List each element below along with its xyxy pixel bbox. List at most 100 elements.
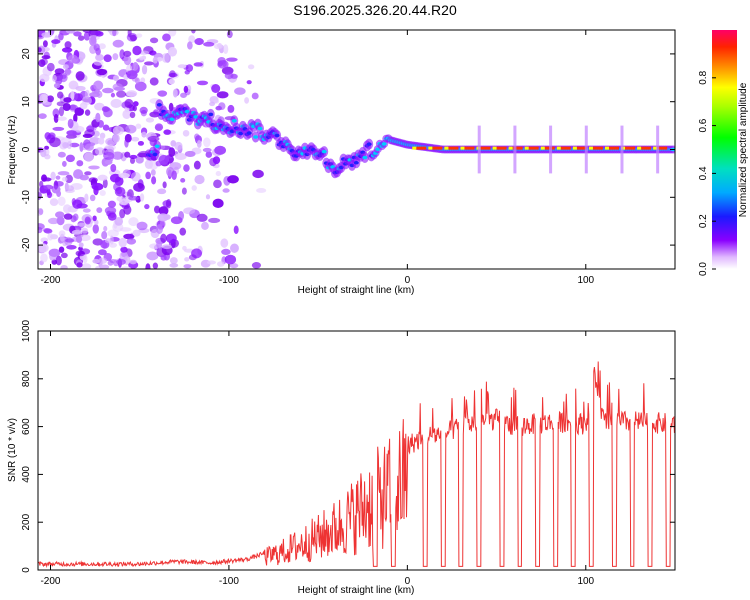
noise-speckle [172,88,178,98]
noise-speckle [49,251,57,261]
noise-speckle [151,176,157,185]
noise-speckle [227,175,239,184]
noise-speckle [97,174,108,181]
noise-speckle [234,87,246,95]
noise-speckle [169,263,179,268]
ridge-peak-edge [524,146,529,150]
noise-speckle [120,266,132,269]
noise-speckle [63,97,72,103]
noise-speckle [217,42,222,49]
dropout-spike [584,125,588,174]
noise-speckle [38,223,45,230]
ridge-peak [416,146,427,150]
noise-speckle [38,113,47,119]
noise-speckle [153,109,159,115]
noise-speckle [136,221,148,231]
noise-speckle [208,217,221,224]
spectrogram-x-tick-label: -200 [40,275,60,286]
noise-speckle [93,185,99,196]
noise-speckle [149,37,159,44]
noise-speckle [175,152,187,161]
noise-speckle [68,80,79,90]
noise-speckle [233,225,239,235]
ridge-peak [448,146,459,150]
snr-x-tick-label: -100 [219,576,239,587]
noise-speckle [145,171,151,180]
noise-speckle [113,74,120,82]
noise-speckle [84,143,94,151]
noise-speckle [54,68,65,75]
noise-speckle [75,71,85,81]
noise-speckle [72,199,83,209]
noise-speckle [92,215,97,222]
noise-speckle [152,262,159,269]
noise-speckle [213,99,220,104]
noise-speckle [139,106,148,114]
noise-speckle [182,129,190,137]
noise-speckle [116,258,126,265]
ridge-peak-edge [492,146,497,150]
noise-speckle [227,104,235,113]
noise-speckle [196,213,208,222]
noise-speckle [58,230,66,237]
noise-speckle [124,151,131,158]
noise-speckle [97,120,104,128]
ridge-peak [432,146,443,150]
noise-speckle [129,157,136,164]
noise-speckle [203,137,211,148]
colorbar-tick-label: 0.6 [698,118,709,132]
noise-speckle [43,184,54,190]
noise-speckle [79,142,84,153]
noise-speckle [224,254,237,265]
snr-x-ticks: -200 -100 0 100 [40,331,595,587]
noise-speckle [112,30,117,37]
dropout-spike [477,125,481,174]
noise-speckle [161,244,172,250]
colorbar-tick-label: 0.4 [698,166,709,180]
noise-speckle [206,260,217,265]
noise-speckle [126,70,138,80]
noise-speckle [191,30,196,34]
noise-speckle [73,169,84,180]
noise-speckle [119,251,128,261]
noise-speckle [171,170,177,181]
noise-speckle [57,196,66,206]
noise-speckle [226,30,233,39]
noise-speckle [132,61,139,71]
noise-speckle [226,57,238,62]
noise-speckle [107,260,114,266]
noise-speckle [194,174,205,185]
noise-speckle [184,257,190,262]
noise-speckle [156,239,163,249]
noise-speckle [118,172,130,179]
noise-speckle [108,242,118,248]
noise-speckle [57,151,66,158]
noise-speckle [101,106,110,113]
noise-speckle [93,43,100,52]
noise-speckle [52,74,57,82]
ridge-core [154,144,160,149]
noise-speckle [53,82,61,89]
noise-speckle [47,233,54,241]
spectrogram-y-tick-label: 10 [21,96,32,108]
noise-speckle [161,53,170,63]
noise-speckle [95,31,104,37]
ridge-peak-edge [412,146,417,150]
noise-speckle [107,200,117,208]
noise-speckle [63,213,73,220]
snr-y-tick-label: 400 [21,466,32,483]
noise-speckle [114,186,126,197]
noise-speckle [83,152,94,162]
noise-speckle [76,160,84,167]
ridge-peak-edge [556,146,561,150]
noise-speckle [96,90,103,98]
noise-speckle [181,187,187,195]
noise-speckle [180,92,187,98]
noise-speckle [118,237,127,248]
noise-speckle [212,156,221,165]
ridge-core [246,131,252,135]
noise-speckle [65,238,75,243]
noise-speckle [44,154,51,160]
ridge-peak [496,146,507,150]
noise-speckle [196,140,202,148]
